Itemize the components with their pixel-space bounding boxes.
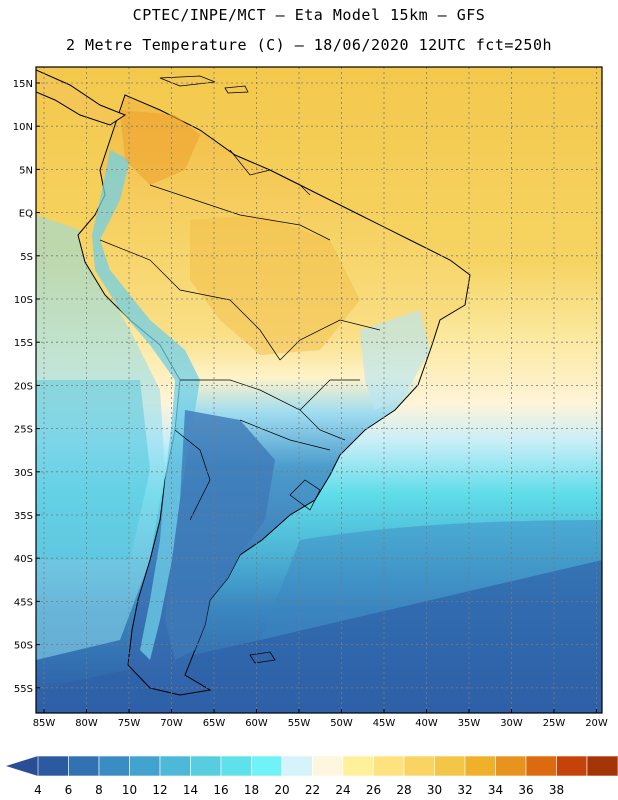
colorbar-cell bbox=[68, 755, 100, 777]
lat-tick-label: 5N bbox=[19, 165, 33, 176]
colorbar-tick-label: 12 bbox=[152, 783, 167, 797]
lat-tick-label: EQ bbox=[19, 209, 33, 220]
lon-tick-label: 80W bbox=[75, 718, 98, 729]
colorbar-cell bbox=[37, 755, 69, 777]
colorbar-cell bbox=[281, 755, 313, 777]
colorbar-tick-label: 6 bbox=[65, 783, 73, 797]
lon-tick-label: 20W bbox=[585, 718, 608, 729]
lon-tick-label: 65W bbox=[203, 718, 226, 729]
colorbar-cell bbox=[312, 755, 344, 777]
lon-tick-label: 30W bbox=[500, 718, 523, 729]
colorbar-tick-label: 24 bbox=[335, 783, 350, 797]
lat-tick-label: 5S bbox=[20, 252, 33, 263]
colorbar-cell bbox=[434, 755, 466, 777]
colorbar-tick-label: 32 bbox=[457, 783, 472, 797]
colorbar-tick-label: 34 bbox=[488, 783, 503, 797]
colorbar-tick-label: 30 bbox=[427, 783, 442, 797]
map-frame bbox=[35, 66, 603, 714]
colorbar-cell bbox=[220, 755, 252, 777]
lon-tick-label: 70W bbox=[160, 718, 183, 729]
lat-tick-label: 15N bbox=[13, 79, 33, 90]
colorbar-tick-label: 10 bbox=[122, 783, 137, 797]
colorbar-cell bbox=[556, 755, 588, 777]
colorbar-tick-label: 36 bbox=[518, 783, 533, 797]
colorbar-tick-label: 18 bbox=[244, 783, 259, 797]
colorbar-tick-label: 22 bbox=[305, 783, 320, 797]
lat-tick-label: 25S bbox=[14, 425, 33, 436]
lon-tick-label: 35W bbox=[458, 718, 481, 729]
colorbar-cell bbox=[129, 755, 161, 777]
colorbar-cell bbox=[190, 755, 222, 777]
lat-tick-label: 55S bbox=[14, 684, 33, 695]
lat-tick-label: 10N bbox=[13, 122, 33, 133]
lon-tick-label: 60W bbox=[245, 718, 268, 729]
colorbar-cell bbox=[373, 755, 405, 777]
lon-tick-label: 85W bbox=[33, 718, 56, 729]
map-title: CPTEC/INPE/MCT – Eta Model 15km – GFS bbox=[132, 6, 486, 24]
lat-tick-label: 10S bbox=[14, 295, 33, 306]
lat-tick-label: 45S bbox=[14, 597, 33, 608]
colorbar-tick-label: 16 bbox=[213, 783, 228, 797]
lon-tick-label: 25W bbox=[543, 718, 566, 729]
colorbar-low-arrow bbox=[6, 756, 38, 776]
lon-tick-label: 55W bbox=[288, 718, 311, 729]
colorbar-cell bbox=[98, 755, 130, 777]
lat-tick-label: 20S bbox=[14, 381, 33, 392]
lon-tick-label: 40W bbox=[415, 718, 438, 729]
colorbar-tick-label: 20 bbox=[274, 783, 289, 797]
lat-tick-label: 50S bbox=[14, 641, 33, 652]
colorbar-cell bbox=[464, 755, 496, 777]
lat-tick-label: 30S bbox=[14, 468, 33, 479]
colorbar-cell bbox=[495, 755, 527, 777]
lon-tick-label: 75W bbox=[118, 718, 141, 729]
lon-tick-label: 45W bbox=[373, 718, 396, 729]
colorbar-tick-label: 14 bbox=[183, 783, 198, 797]
map-subtitle: 2 Metre Temperature (C) – 18/06/2020 12U… bbox=[65, 36, 553, 54]
colorbar-tick-label: 26 bbox=[366, 783, 381, 797]
colorbar-tick-label: 4 bbox=[34, 783, 42, 797]
colorbar-tick-label: 28 bbox=[396, 783, 411, 797]
lat-tick-label: 15S bbox=[14, 338, 33, 349]
colorbar-cell bbox=[342, 755, 374, 777]
lon-tick-label: 50W bbox=[330, 718, 353, 729]
colorbar-cell bbox=[525, 755, 557, 777]
longitude-axis: 85W 80W 75W 70W 65W 60W 55W 50W 45W 40W 35W 30W 25W 2… bbox=[33, 709, 608, 729]
temperature-map: 15N 10N 5N EQ 5S 10S 15S 20S 25S 30S 35S 40S 45S 50S 5… bbox=[13, 66, 608, 729]
colorbar-cell bbox=[251, 755, 283, 777]
temperature-colorbar: 4 6 8 10 12 14 16 18 20 22 24 26 28 30 32 34 36 38 bbox=[6, 755, 618, 797]
lat-tick-label: 40S bbox=[14, 554, 33, 565]
lat-tick-label: 35S bbox=[14, 511, 33, 522]
colorbar-cell bbox=[586, 755, 618, 777]
colorbar-cell bbox=[403, 755, 435, 777]
colorbar-cell bbox=[159, 755, 191, 777]
latitude-axis: 15N 10N 5N EQ 5S 10S 15S 20S 25S 30S 35S 40S 45S 50S 5… bbox=[13, 79, 40, 695]
colorbar-tick-label: 8 bbox=[95, 783, 103, 797]
colorbar-tick-label: 38 bbox=[549, 783, 564, 797]
